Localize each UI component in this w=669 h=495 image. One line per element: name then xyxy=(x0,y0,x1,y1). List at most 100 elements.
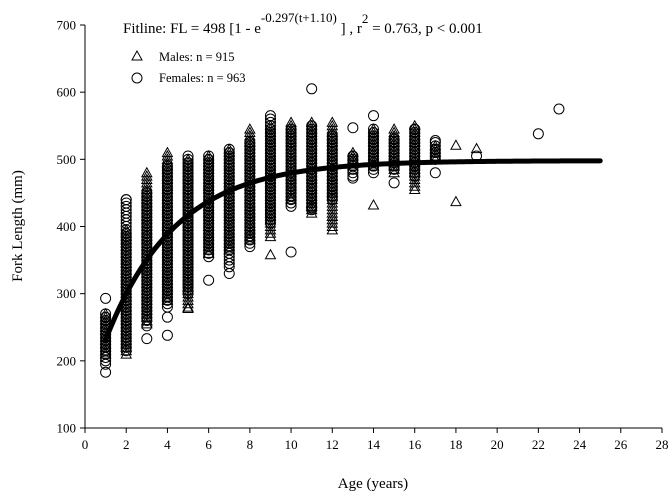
x-tick-label: 8 xyxy=(247,437,254,452)
x-tick-label: 0 xyxy=(82,437,89,452)
male-data-point xyxy=(161,146,174,158)
male-data-point xyxy=(120,344,133,356)
fitline-suffix: = 0.763, p < 0.001 xyxy=(368,21,482,37)
male-data-point xyxy=(367,198,380,210)
female-data-point xyxy=(326,130,338,142)
y-tick-label: 300 xyxy=(57,286,77,301)
x-tick-label: 2 xyxy=(123,437,130,452)
female-data-point xyxy=(182,157,194,169)
x-tick-label: 10 xyxy=(285,437,298,452)
female-data-point xyxy=(223,143,235,155)
female-data-point xyxy=(161,160,173,172)
male-data-point xyxy=(182,297,194,309)
male-data-point xyxy=(326,116,339,127)
male-data-point xyxy=(326,223,339,235)
male-data-point xyxy=(470,142,483,154)
female-data-point xyxy=(141,194,153,206)
y-tick-label: 400 xyxy=(57,219,77,234)
female-data-point xyxy=(161,167,173,179)
female-data-point xyxy=(429,143,441,155)
legend-triangle-marker xyxy=(131,49,143,61)
y-tick-label: 600 xyxy=(57,85,77,100)
male-data-point xyxy=(140,180,153,191)
female-data-point xyxy=(388,133,400,145)
female-data-point xyxy=(161,163,173,175)
female-data-point xyxy=(100,308,112,320)
legend: Males: n = 915 Females: n = 963 xyxy=(131,49,246,85)
y-tick-label: 200 xyxy=(57,353,77,368)
male-data-point xyxy=(182,302,194,313)
male-data-point xyxy=(161,149,174,161)
female-data-point xyxy=(532,128,544,140)
female-data-point xyxy=(244,137,256,149)
fitline-exponent: -0.297(t+1.10) xyxy=(261,10,337,25)
r-squared-exponent: 2 xyxy=(362,11,369,26)
female-data-point xyxy=(306,123,318,135)
female-data-point xyxy=(141,190,153,202)
female-data-point xyxy=(368,123,379,135)
male-data-point xyxy=(182,287,194,299)
male-data-point xyxy=(264,248,277,260)
female-data-point xyxy=(409,126,421,138)
male-data-point xyxy=(408,183,421,195)
legend-females-label: Females: n = 963 xyxy=(159,71,246,85)
female-data-point xyxy=(203,157,215,169)
female-data-point xyxy=(347,172,359,184)
female-data-point xyxy=(264,113,276,125)
male-data-point xyxy=(408,176,421,188)
female-data-point xyxy=(244,140,256,152)
female-data-point xyxy=(306,126,318,138)
female-data-point xyxy=(429,167,441,179)
female-data-point xyxy=(285,130,297,142)
male-data-point xyxy=(285,116,297,127)
male-data-point xyxy=(326,193,339,205)
male-data-point xyxy=(264,223,277,235)
female-data-point xyxy=(347,122,359,134)
female-data-point xyxy=(347,150,359,162)
male-data-point xyxy=(408,170,421,181)
female-data-point xyxy=(388,140,400,152)
male-data-point xyxy=(450,139,462,150)
x-tick-label: 22 xyxy=(532,437,545,452)
male-data-point xyxy=(408,173,421,184)
male-data-point xyxy=(388,126,400,137)
female-data-point xyxy=(141,333,153,345)
fitline-annotation: Fitline: FL = 498 [1 - e-0.297(t+1.10) ]… xyxy=(123,10,483,37)
male-data-point xyxy=(244,123,256,134)
y-tick-label: 500 xyxy=(57,152,77,167)
female-data-point xyxy=(100,292,112,304)
male-data-point xyxy=(140,173,153,184)
male-data-point xyxy=(264,220,277,231)
female-data-point xyxy=(429,140,441,152)
male-data-point xyxy=(326,203,339,215)
male-data-point xyxy=(326,200,339,211)
x-tick-label: 12 xyxy=(326,437,339,452)
male-data-point xyxy=(182,301,194,312)
female-data-point xyxy=(285,246,297,258)
female-data-point xyxy=(368,110,379,122)
y-tick-label: 100 xyxy=(57,421,77,436)
x-tick-label: 4 xyxy=(164,437,171,452)
female-data-point xyxy=(203,153,215,165)
female-data-point xyxy=(203,150,215,162)
female-data-point xyxy=(223,268,235,280)
male-data-point xyxy=(326,210,339,221)
male-data-point xyxy=(388,163,400,174)
female-data-point xyxy=(244,143,256,155)
male-data-point xyxy=(326,213,339,225)
female-data-point xyxy=(100,315,112,327)
male-data-point xyxy=(450,195,462,207)
legend-circle-marker xyxy=(131,72,143,84)
female-data-point xyxy=(100,311,112,323)
male-data-point xyxy=(120,348,133,359)
female-data-point xyxy=(409,130,421,142)
female-data-point xyxy=(326,190,338,202)
male-data-point xyxy=(140,166,153,178)
male-data-point xyxy=(264,230,277,242)
male-data-point xyxy=(244,129,256,141)
x-tick-label: 26 xyxy=(614,437,628,452)
female-data-point xyxy=(409,123,421,135)
female-data-point xyxy=(223,147,235,159)
female-data-point xyxy=(223,150,235,162)
